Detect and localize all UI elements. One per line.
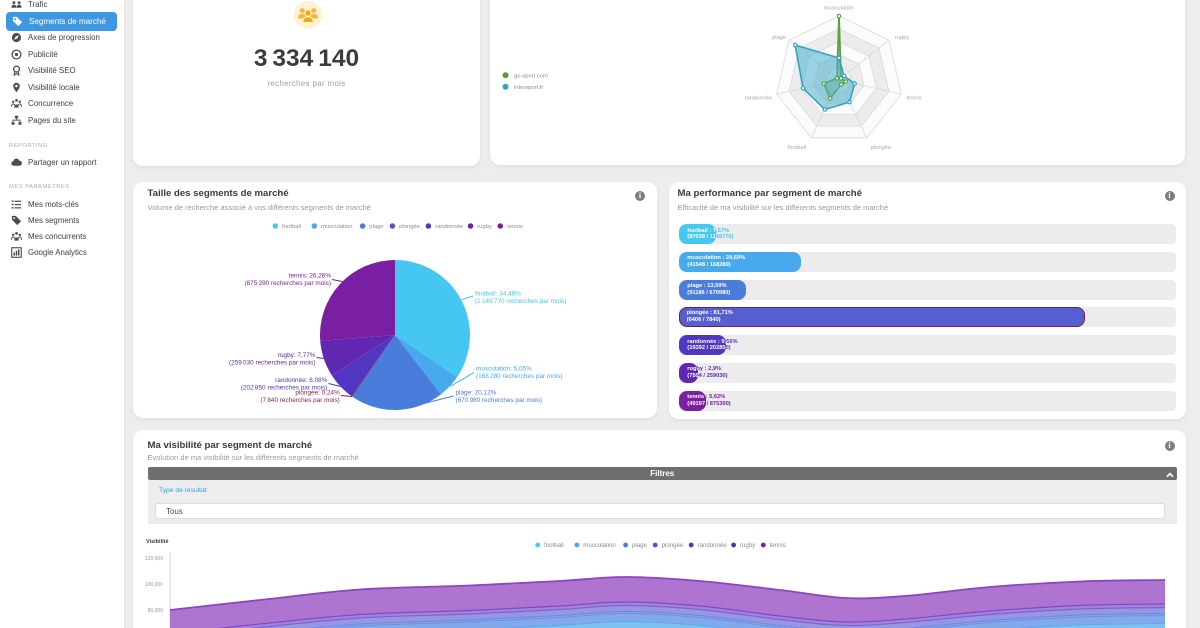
- svg-text:rugby: rugby: [740, 542, 756, 549]
- svg-text:musculation: musculation: [583, 542, 616, 549]
- svg-text:(168 280 recherches par mois): (168 280 recherches par mois): [476, 373, 563, 380]
- svg-text:tennis: tennis: [907, 96, 922, 102]
- svg-text:rugby: rugby: [477, 224, 492, 230]
- svg-text:plongée: plongée: [399, 224, 421, 230]
- svg-text:randonnée: 6,08%: randonnée: 6,08%: [275, 377, 328, 384]
- svg-text:randonnée: randonnée: [745, 96, 772, 102]
- svg-text:musculation: musculation: [824, 6, 854, 12]
- svg-text:randonnée: randonnée: [435, 224, 464, 230]
- svg-text:intersport.fr: intersport.fr: [514, 85, 543, 91]
- svg-text:plongée: plongée: [662, 542, 684, 549]
- svg-text:(259 030 recherches par mois): (259 030 recherches par mois): [229, 359, 316, 366]
- svg-text:football: football: [544, 542, 564, 549]
- svg-text:plage: plage: [632, 542, 648, 549]
- svg-text:(7 840 recherches par mois): (7 840 recherches par mois): [260, 397, 339, 404]
- svg-text:football: football: [788, 145, 806, 151]
- svg-text:(202 850 recherches par mois): (202 850 recherches par mois): [241, 384, 328, 391]
- svg-text:(875 390 recherches par mois): (875 390 recherches par mois): [244, 280, 331, 287]
- svg-text:plage: plage: [369, 224, 384, 230]
- svg-text:plongée: plongée: [871, 145, 891, 151]
- svg-text:tennis: tennis: [770, 542, 786, 549]
- svg-text:(670 980 recherches par mois): (670 980 recherches par mois): [456, 397, 543, 404]
- svg-text:(1 149 770 recherches par mois: (1 149 770 recherches par mois): [475, 298, 566, 305]
- svg-text:plage: plage: [772, 35, 786, 41]
- svg-text:musculation: musculation: [321, 224, 352, 230]
- svg-text:rugby: rugby: [895, 35, 909, 41]
- svg-text:tennis: tennis: [507, 224, 523, 230]
- svg-text:musculation: 5,05%: musculation: 5,05%: [476, 366, 532, 373]
- svg-text:tennis: 26,26%: tennis: 26,26%: [289, 273, 332, 280]
- svg-text:randonnée: randonnée: [698, 542, 728, 549]
- svg-text:football: football: [282, 224, 301, 230]
- svg-text:plage: 20,12%: plage: 20,12%: [456, 390, 497, 397]
- svg-text:rugby: 7,77%: rugby: 7,77%: [278, 352, 316, 359]
- svg-text:go-sport.com: go-sport.com: [514, 74, 548, 80]
- svg-text:football: 34,48%: football: 34,48%: [475, 291, 521, 298]
- svg-text:plongée: 0,24%: plongée: 0,24%: [295, 390, 340, 397]
